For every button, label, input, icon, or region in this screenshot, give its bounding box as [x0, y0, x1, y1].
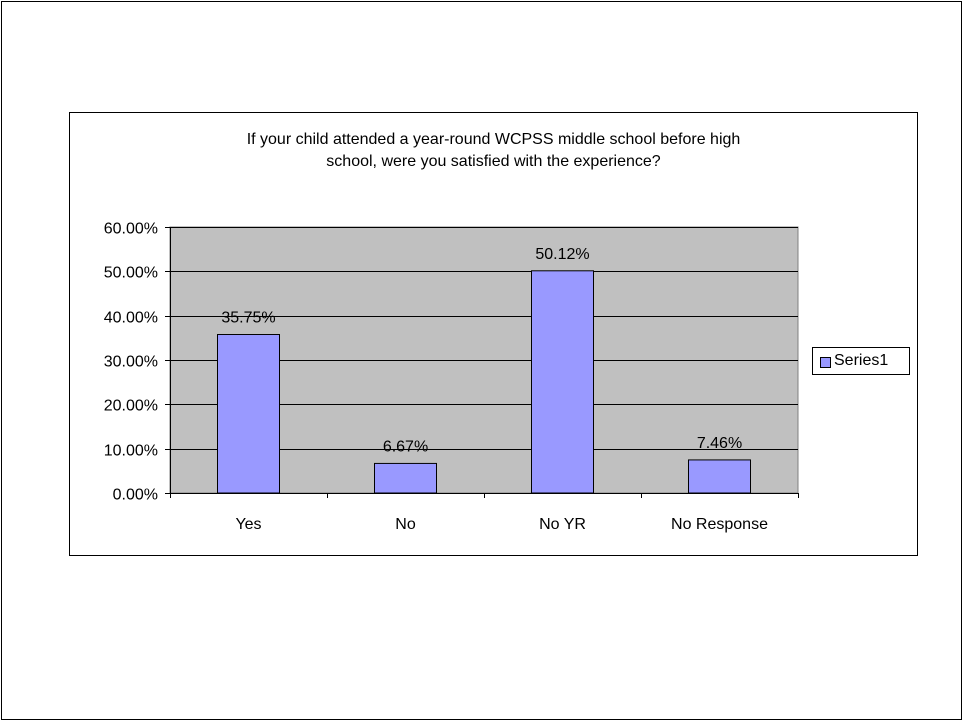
- y-tick-label-0: 0.00%: [113, 487, 158, 504]
- data-label-1: 6.67%: [383, 438, 428, 455]
- bar-yes: [217, 334, 280, 494]
- bar-no-yr: [531, 270, 594, 494]
- x-tick-label-2: No YR: [539, 516, 586, 533]
- bar-no: [374, 462, 437, 494]
- y-tick-label-5: 50.00%: [104, 265, 158, 282]
- chart-title-line-2: school, were you satisfied with the expe…: [326, 153, 661, 170]
- y-tick-label-2: 20.00%: [104, 398, 158, 415]
- legend-swatch-series1: [820, 357, 831, 368]
- y-tick-label-4: 40.00%: [104, 310, 158, 327]
- x-tick-label-0: Yes: [235, 516, 261, 533]
- legend-label-series1: Series1: [834, 352, 889, 369]
- data-label-2: 50.12%: [535, 246, 589, 263]
- y-tick-label-1: 10.00%: [104, 443, 158, 460]
- legend: Series1: [812, 347, 910, 375]
- chart-title: If your child attended a year-round WCPS…: [70, 129, 917, 173]
- data-label-3: 7.46%: [697, 435, 742, 452]
- y-tick-label-6: 60.00%: [104, 221, 158, 238]
- x-tick-label-1: No: [395, 516, 416, 533]
- y-tick-label-3: 30.00%: [104, 354, 158, 371]
- chart-plot: 0.00% 10.00% 20.00% 30.00% 40.00% 50.00% 60.00…: [104, 221, 799, 533]
- chart-title-line-1: If your child attended a year-round WCPS…: [246, 131, 741, 148]
- bar-no-response: [688, 459, 751, 494]
- x-tick-label-3: No Response: [671, 516, 768, 533]
- chart-frame: If your child attended a year-round WCPS…: [69, 112, 918, 556]
- data-label-0: 35.75%: [221, 310, 275, 327]
